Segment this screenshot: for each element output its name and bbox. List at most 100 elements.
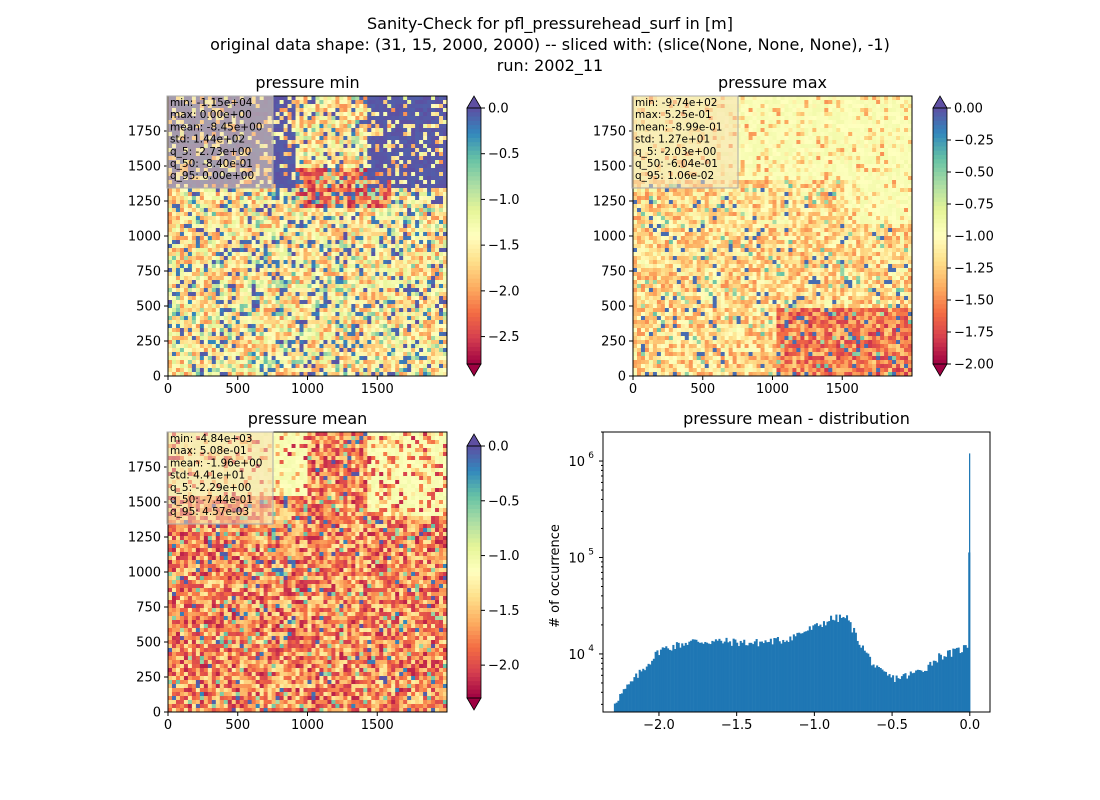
heatmap-cell [291,240,296,245]
heatmap-cell [199,316,205,321]
heatmap-cell [375,324,380,329]
heatmap-cell [223,360,229,365]
heatmap-cell [355,180,360,185]
heatmap-cell [239,360,245,365]
heatmap-cell [395,244,400,249]
heatmap-cell [239,240,245,245]
heatmap-cell [168,244,173,249]
heatmap-cell [419,212,424,217]
heatmap-cell [255,372,261,377]
heatmap-cell [391,144,396,149]
heatmap-cell [275,288,280,293]
heatmap-cell [359,328,364,333]
heatmap-cell [427,328,432,333]
heatmap-cell [427,172,432,177]
heatmap-cell [168,316,173,321]
heatmap-cell [291,148,296,153]
heatmap-cell [359,180,364,185]
heatmap-cell [391,124,396,129]
heatmap-cell [339,228,344,233]
heatmap-cell [171,248,177,253]
heatmap-cell [355,300,360,305]
heatmap-cell [411,180,416,185]
heatmap-cell [307,100,312,105]
heatmap-cell [267,228,273,233]
heatmap-cell [383,276,388,281]
heatmap-cell [383,264,388,269]
heatmap-cell [303,220,308,225]
heatmap-cell [359,364,364,369]
heatmap-cell [435,340,440,345]
heatmap-cell [319,316,324,321]
heatmap-cell [415,276,420,281]
heatmap-cell [335,252,340,257]
heatmap-cell [247,276,253,281]
heatmap-cell [191,228,197,233]
heatmap-cell [355,284,360,289]
heatmap-cell [275,272,280,277]
heatmap-cell [439,188,444,193]
heatmap-cell [243,372,249,377]
heatmap-cell [291,368,296,373]
heatmap-cell [283,328,288,333]
heatmap-cell [168,308,173,313]
heatmap-cell [303,320,308,325]
heatmap-cell [231,228,237,233]
heatmap-cell [387,252,392,257]
heatmap-cell [171,304,177,309]
heatmap-cell [419,324,424,329]
heatmap-cell [403,188,408,193]
heatmap-cell [355,204,360,209]
heatmap-cell [168,344,173,349]
heatmap-cell [283,220,288,225]
y-tick-label: 500 [136,300,161,315]
heatmap-cell [287,308,292,313]
heatmap-cell [387,148,392,153]
heatmap-cell [227,276,233,281]
heatmap-cell [403,100,408,105]
heatmap-cell [207,204,213,209]
heatmap-cell [315,284,320,289]
heatmap-cell [263,316,269,321]
heatmap-cell [363,244,368,249]
heatmap-cell [383,216,388,221]
heatmap-cell [255,228,261,233]
heatmap-cell [423,100,428,105]
heatmap-cell [423,132,428,137]
heatmap-cell [227,312,233,317]
heatmap-cell [395,192,400,197]
heatmap-cell [371,196,376,201]
heatmap-cell [435,280,440,285]
heatmap-cell [279,372,284,377]
heatmap-cell [255,280,261,285]
heatmap-cell [183,372,189,377]
colorbar-segment [467,172,481,177]
heatmap-cell [427,360,432,365]
heatmap-cell [331,280,336,285]
heatmap-cell [375,280,380,285]
heatmap-cell [367,204,372,209]
heatmap-cell [399,260,404,265]
heatmap-cell [371,164,376,169]
heatmap-cell [367,188,372,193]
heatmap-cell [323,340,328,345]
heatmap-cell [379,240,384,245]
heatmap-cell [411,216,416,221]
heatmap-cell [315,228,320,233]
heatmap-cell [271,136,277,141]
heatmap-cell [307,280,312,285]
heatmap-cell [251,280,257,285]
heatmap-cell [415,296,420,301]
heatmap-cell [419,308,424,313]
heatmap-cell [307,148,312,153]
heatmap-cell [435,192,440,197]
heatmap-cell [168,272,173,277]
heatmap-cell [395,240,400,245]
heatmap-cell [299,368,304,373]
heatmap-cell [211,320,217,325]
heatmap-cell [339,192,344,197]
heatmap-cell [395,288,400,293]
heatmap-cell [375,284,380,289]
heatmap-cell [359,148,364,153]
heatmap-cell [291,328,296,333]
